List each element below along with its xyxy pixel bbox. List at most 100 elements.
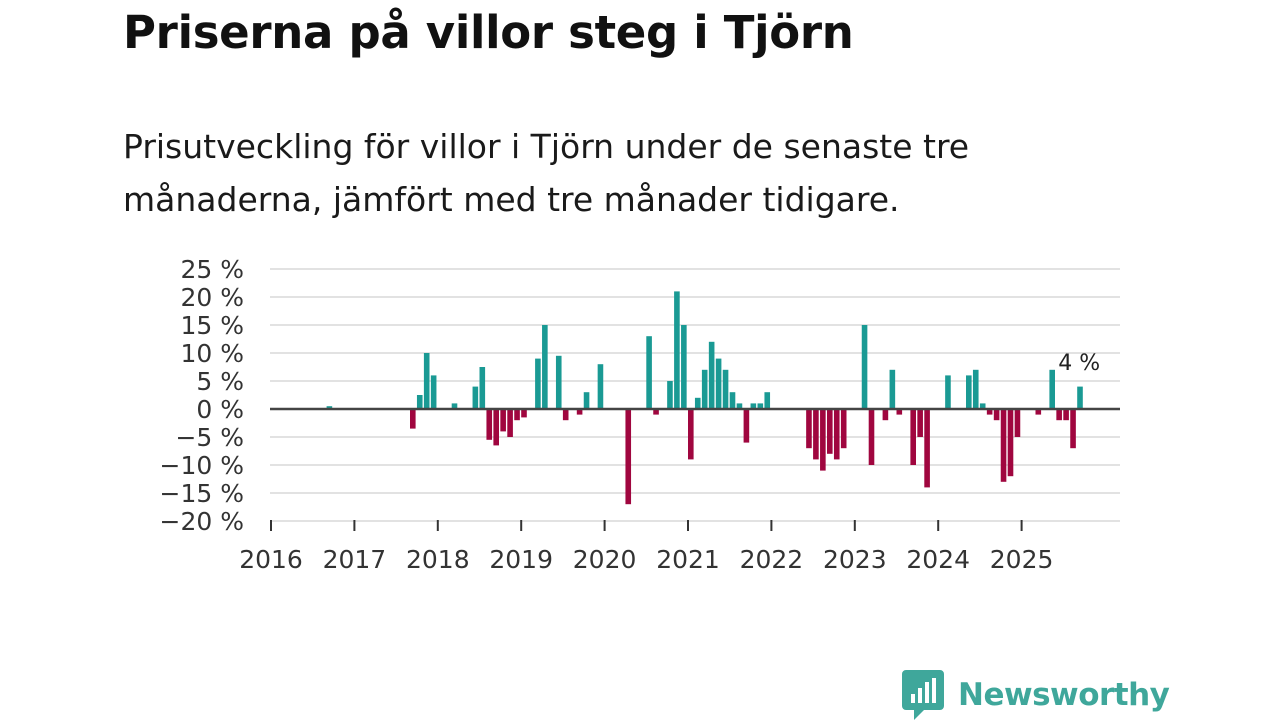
bar [472,386,479,409]
bar [486,409,493,440]
bar [1063,409,1069,421]
bar [493,409,499,446]
y-tick-label: 0 % [196,395,244,424]
bar [521,409,527,418]
x-tick-label: 2016 [239,545,303,574]
x-tick-label: 2024 [906,545,970,574]
bar [1000,409,1007,482]
bar [542,325,548,409]
bar [625,409,632,505]
bar [1035,409,1042,415]
y-tick-label: −10 % [160,451,244,480]
y-axis: 25 %20 %15 %10 %5 %0 %−5 %−10 %−15 %−20 … [160,255,244,536]
bar [451,403,458,409]
bar [507,409,513,437]
x-tick-label: 2017 [323,545,387,574]
last-value-label: 4 % [1058,351,1100,376]
bar [416,395,423,409]
bar [1014,409,1021,437]
bar [722,369,729,409]
x-tick-label: 2020 [573,545,637,574]
bar [514,409,520,421]
bar [910,409,916,465]
bar [646,336,652,409]
bar [562,409,569,421]
x-tick-label: 2021 [656,545,720,574]
x-tick-label: 2018 [406,545,470,574]
y-tick-label: −15 % [160,479,244,508]
x-tick-label: 2023 [823,545,887,574]
bar [500,409,506,432]
bars [326,291,1083,505]
bar [806,409,812,449]
bar [813,409,819,460]
bar [576,409,583,415]
gridlines [270,268,1120,522]
bar [1077,386,1083,409]
bar [653,409,659,415]
bar [861,325,868,409]
bar [750,403,757,409]
bar [1049,369,1055,409]
brand-name: Newsworthy [958,677,1170,713]
bar [583,392,590,409]
bar [667,381,673,409]
bar [764,392,771,409]
bar [715,358,722,409]
y-tick-label: −5 % [175,423,244,452]
bar [423,353,430,409]
bar [479,367,486,409]
bar [827,409,833,454]
y-tick-label: 15 % [180,311,244,340]
bar [986,409,993,415]
bar [326,406,333,409]
bar [868,409,875,465]
x-axis: 2016 2017 2018 2019 2020 2021 2022 2023 2024 2025 [239,520,1053,574]
bar [736,403,743,409]
bar [833,409,840,460]
chart-title: Priserna på villor steg i Tjörn [123,6,854,59]
bar [729,392,736,409]
bar [694,397,701,409]
annotations: 4 % [1058,351,1100,376]
bar [979,403,986,409]
bar [430,375,437,409]
bar [966,375,972,409]
bar [743,409,750,443]
x-tick-label: 2025 [990,545,1054,574]
bar [896,409,903,415]
y-tick-label: 25 % [180,255,244,284]
x-tick-label: 2022 [740,545,804,574]
bar [708,341,715,409]
bar [889,369,896,409]
bar [917,409,923,437]
chart-subtitle: Prisutveckling för villor i Tjörn under … [123,127,970,219]
bar [597,364,604,409]
bar [1070,409,1076,449]
bar [840,409,847,449]
brand[interactable]: Newsworthy [902,670,1170,720]
y-tick-label: 20 % [180,283,244,312]
bar [1056,409,1062,421]
bar [410,409,416,429]
bar [882,409,889,421]
bar [972,369,979,409]
bar [820,409,826,471]
newsworthy-logo-icon [902,670,944,720]
y-tick-label: −20 % [160,507,244,536]
bar [535,358,541,409]
y-tick-label: 5 % [196,367,244,396]
y-tick-label: 10 % [180,339,244,368]
bar [674,291,680,409]
bar [688,409,694,460]
bar [681,325,687,409]
bar [701,369,708,409]
bar [945,375,951,409]
x-tick-label: 2019 [489,545,553,574]
bar [757,403,764,409]
bar [555,355,562,409]
bar [993,409,1000,421]
bar [924,409,930,488]
bar [1007,409,1014,477]
